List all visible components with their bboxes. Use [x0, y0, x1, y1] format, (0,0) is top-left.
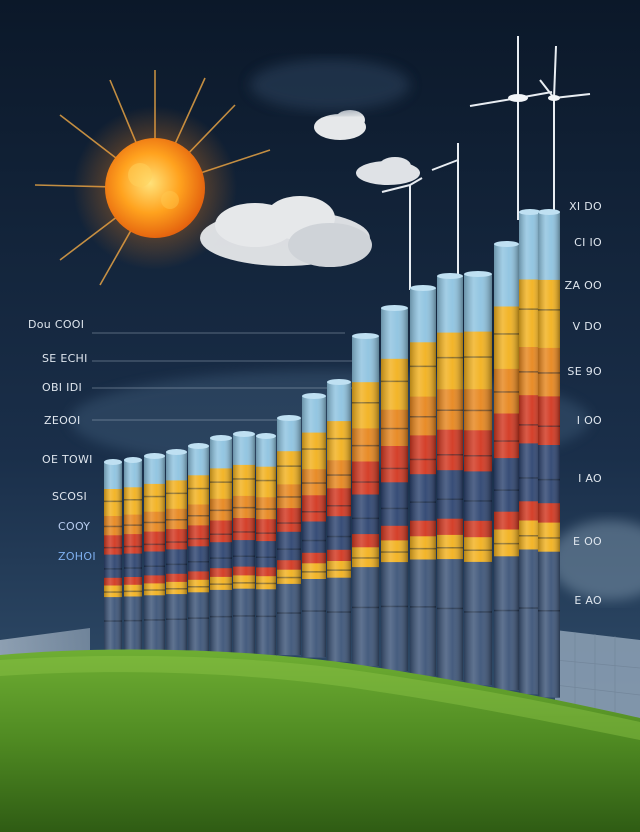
- energy-column: [464, 271, 492, 686]
- column-shade: [494, 244, 519, 691]
- column-cap: [233, 431, 255, 437]
- right-label: E AO: [574, 594, 602, 607]
- right-label: E OO: [573, 535, 602, 548]
- right-label: SE 9O: [567, 365, 602, 378]
- right-label: ZA OO: [564, 279, 602, 292]
- energy-column: [381, 305, 408, 672]
- grass-highlight: [0, 655, 640, 740]
- energy-column: [144, 453, 165, 656]
- column-cap: [144, 453, 165, 459]
- energy-column: [188, 443, 209, 656]
- guide-lines: [92, 332, 370, 421]
- column-cap: [210, 435, 232, 441]
- right-label: I AO: [578, 472, 602, 485]
- column-cap: [104, 459, 122, 465]
- dark-cloud: [250, 59, 410, 111]
- sun-icon: [34, 70, 271, 286]
- column-shade: [437, 276, 463, 681]
- column-shade: [538, 212, 560, 698]
- column-cap: [538, 209, 560, 215]
- energy-column: [410, 285, 436, 677]
- column-cap: [519, 209, 541, 215]
- energy-column: [302, 393, 326, 658]
- column-cap: [352, 333, 379, 339]
- left-label: COOY: [58, 520, 91, 533]
- column-cap: [381, 305, 408, 311]
- cloud-icon: [200, 196, 372, 267]
- haze-right: [550, 520, 640, 600]
- energy-column: [327, 379, 351, 663]
- left-label: SCOSI: [52, 490, 88, 503]
- energy-column: [256, 433, 276, 656]
- energy-columns: [104, 209, 560, 698]
- energy-column: [494, 241, 519, 691]
- left-label: SE ECHI: [42, 352, 88, 365]
- column-shade: [464, 274, 492, 686]
- column-cap: [277, 415, 301, 421]
- column-cap: [188, 443, 209, 449]
- column-cap: [464, 271, 492, 277]
- column-shade: [381, 308, 408, 672]
- column-cap: [166, 449, 187, 455]
- column-cap: [494, 241, 519, 247]
- cloud-small-1: [314, 110, 366, 140]
- column-cap: [437, 273, 463, 279]
- column-cap: [256, 433, 276, 439]
- column-shade: [327, 382, 351, 662]
- column-shade: [210, 438, 232, 655]
- energy-column: [233, 431, 255, 656]
- column-cap: [302, 393, 326, 399]
- column-cap: [410, 285, 436, 291]
- energy-column: [519, 209, 541, 695]
- energy-column: [538, 209, 560, 698]
- energy-column: [166, 449, 187, 656]
- left-label: ZEOOI: [44, 414, 81, 427]
- energy-column: [352, 333, 379, 667]
- left-label: OBI IDI: [42, 381, 83, 394]
- column-shade: [166, 452, 187, 655]
- energy-column: [104, 459, 122, 656]
- column-cap: [124, 457, 142, 463]
- left-label: Dou COOI: [28, 318, 85, 331]
- solar-panel-right: [555, 630, 640, 720]
- column-shade: [124, 460, 142, 655]
- column-cap: [327, 379, 351, 385]
- column-shade: [302, 396, 326, 658]
- column-shade: [277, 418, 301, 655]
- column-shade: [352, 336, 379, 667]
- column-shade: [233, 434, 255, 655]
- turbine-hub: [508, 94, 560, 102]
- right-label: CI IO: [574, 236, 602, 249]
- right-label: XI DO: [569, 200, 602, 213]
- column-shade: [144, 456, 165, 655]
- energy-column: [210, 435, 232, 656]
- column-shade: [410, 288, 436, 676]
- left-label: ZOHOI: [58, 550, 96, 563]
- column-shade: [519, 212, 541, 695]
- energy-column: [437, 273, 463, 681]
- panel-grid: [554, 632, 640, 715]
- column-shade: [256, 436, 276, 655]
- column-shade: [104, 462, 122, 655]
- energy-column: [124, 457, 142, 656]
- left-label: OE TOWI: [42, 453, 93, 466]
- grass-hill: [0, 649, 640, 832]
- right-label: I OO: [576, 414, 602, 427]
- right-label: V DO: [572, 320, 602, 333]
- energy-column: [277, 415, 301, 656]
- cloud-small-2: [356, 157, 420, 185]
- column-shade: [188, 446, 209, 655]
